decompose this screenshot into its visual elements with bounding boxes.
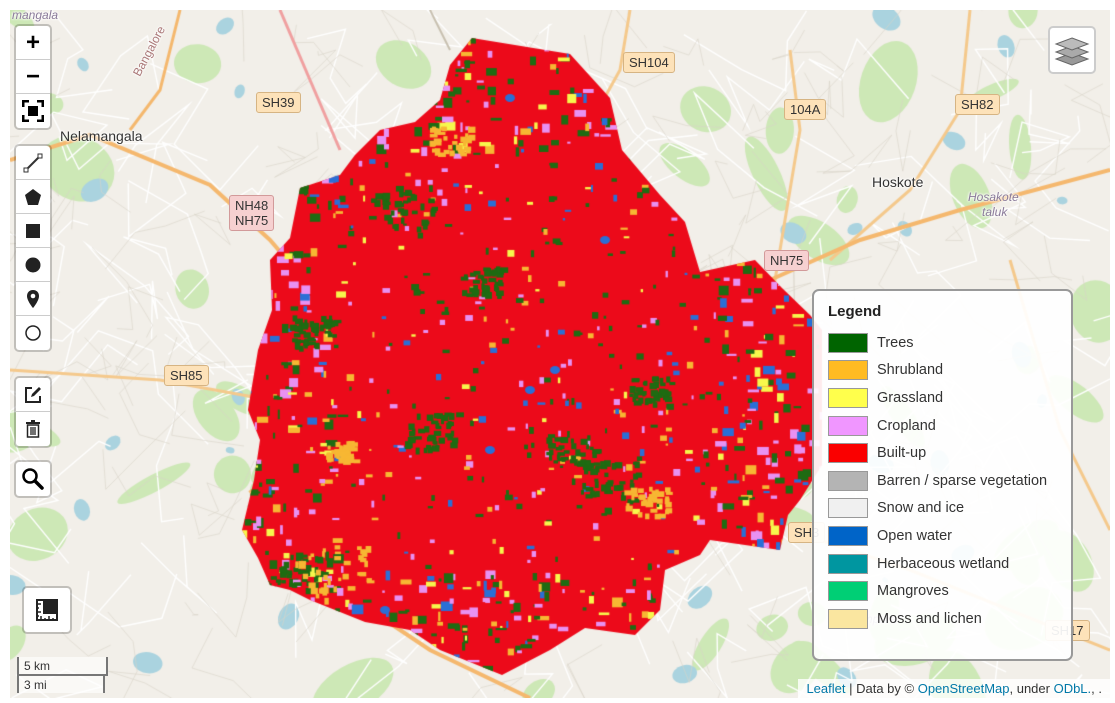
legend-item: Cropland: [828, 412, 1057, 440]
attribution-tail: , .: [1091, 681, 1102, 696]
road-shield-nh48-nh75: NH48 NH75: [229, 195, 275, 231]
polygon-icon: [25, 188, 41, 205]
legend-swatch: [828, 332, 868, 353]
trash-icon: [26, 420, 40, 438]
legend-label: Shrubland: [877, 362, 944, 379]
legend-swatch: [828, 525, 868, 546]
legend-swatch: [828, 443, 868, 464]
legend-swatch: [828, 415, 868, 436]
legend-label: Built-up: [877, 445, 927, 462]
fullscreen-icon: [22, 100, 44, 122]
legend-label: Trees: [877, 334, 914, 351]
area-label-hosakote: Hosakote: [968, 190, 1019, 204]
legend-label: Herbaceous wetland: [877, 555, 1010, 572]
draw-polygon-button[interactable]: [16, 180, 50, 214]
legend-label: Mangroves: [877, 583, 949, 600]
ruler-icon: [36, 599, 58, 621]
place-label-corner: mangala: [12, 10, 59, 22]
legend-label: Grassland: [877, 389, 944, 406]
legend-swatch: [828, 608, 868, 629]
legend-item: Built-up: [828, 439, 1057, 467]
legend-title: Legend: [828, 303, 882, 320]
search-button[interactable]: [16, 462, 50, 496]
legend-item: Grassland: [828, 384, 1057, 412]
edit-toolbar: [14, 376, 52, 448]
osm-link[interactable]: OpenStreetMap: [917, 681, 1010, 696]
odbl-link[interactable]: ODbL.: [1053, 681, 1092, 696]
draw-circlemarker-button[interactable]: [16, 316, 50, 350]
legend-label: Open water: [877, 527, 952, 544]
road-shield-104a: 104A: [784, 99, 827, 120]
legend-item: Herbaceous wetland: [828, 550, 1057, 578]
legend-panel: Legend Trees Shrubland Grassland Cropland Bu…: [812, 289, 1073, 661]
attribution-text-2: , under: [1009, 681, 1054, 696]
legend-swatch: [828, 581, 868, 602]
legend-label: Moss and lichen: [877, 610, 982, 627]
legend-swatch: [828, 387, 868, 408]
scale-bar: 5 km 3 mi: [17, 657, 108, 693]
road-shield-sh85: SH85: [164, 365, 209, 386]
legend-item: Shrubland: [828, 357, 1057, 385]
search-icon: [22, 468, 44, 490]
edit-icon: [25, 386, 41, 403]
draw-marker-button[interactable]: [16, 282, 50, 316]
rectangle-icon: [26, 223, 40, 238]
legend-item: Moss and lichen: [828, 605, 1057, 633]
layers-icon: [1054, 37, 1090, 66]
road-shield-sh104: SH104: [623, 52, 675, 73]
legend-swatch: [828, 553, 868, 574]
legend-item: Open water: [828, 522, 1057, 550]
draw-circle-button[interactable]: [16, 248, 50, 282]
legend-item: Barren / sparse vegetation: [828, 467, 1057, 495]
legend-swatch: [828, 470, 868, 491]
town-label-nelamangala: Nelamangala: [60, 128, 143, 144]
attribution-text: | Data by ©: [845, 681, 918, 696]
marker-icon: [27, 289, 39, 308]
legend-item: Snow and ice: [828, 495, 1057, 523]
legend-label: Snow and ice: [877, 500, 965, 517]
zoom-out-button[interactable]: −: [16, 60, 50, 94]
area-label-taluk: taluk: [982, 205, 1008, 219]
measure-button[interactable]: [24, 588, 70, 632]
polyline-icon: [23, 153, 43, 172]
legend-item: Trees: [828, 329, 1057, 357]
legend-label: Cropland: [877, 417, 936, 434]
road-shield-nh75-text: NH75: [235, 213, 269, 228]
search-control: [14, 460, 52, 498]
legend-swatch: [828, 360, 868, 381]
legend-label: Barren / sparse vegetation: [877, 472, 1048, 489]
road-shield-sh39: SH39: [256, 92, 301, 113]
delete-layers-button[interactable]: [16, 412, 50, 446]
draw-toolbar: [14, 144, 52, 352]
legend-swatch: [828, 498, 868, 519]
edit-layers-button[interactable]: [16, 378, 50, 412]
zoom-control: + −: [14, 24, 52, 130]
leaflet-link[interactable]: Leaflet: [806, 681, 846, 696]
measure-control: [22, 586, 72, 634]
road-shield-nh75-east: NH75: [764, 250, 810, 271]
scale-imperial: 3 mi: [17, 674, 105, 693]
zoom-in-button[interactable]: +: [16, 26, 50, 60]
legend-items: Trees Shrubland Grassland Cropland Built-up B…: [828, 329, 1057, 633]
attribution: Leaflet | Data by © OpenStreetMap, under…: [798, 679, 1110, 698]
road-shield-nh48-text: NH48: [235, 198, 269, 213]
draw-rectangle-button[interactable]: [16, 214, 50, 248]
layers-control-button[interactable]: [1048, 26, 1096, 74]
draw-polyline-button[interactable]: [16, 146, 50, 180]
circle-marker-icon: [25, 325, 41, 341]
road-shield-sh82: SH82: [955, 94, 1000, 115]
circle-icon: [25, 257, 41, 272]
town-label-hoskote: Hoskote: [872, 174, 924, 190]
legend-item: Mangroves: [828, 577, 1057, 605]
fullscreen-button[interactable]: [16, 94, 50, 128]
